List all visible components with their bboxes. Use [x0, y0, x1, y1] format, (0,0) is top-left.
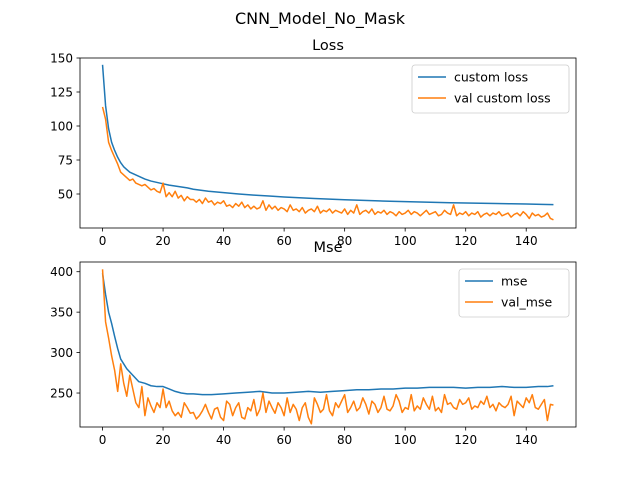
- mse-x-tick-label: 140: [515, 433, 538, 447]
- loss-y-tick-label: 50: [58, 187, 73, 201]
- loss-series-val-line: [101, 106, 554, 221]
- mse-y-tick-label: 300: [50, 346, 73, 360]
- loss-y-tick-label: 100: [50, 119, 73, 133]
- mse-y-tick-label: 250: [50, 386, 73, 400]
- loss-panel: Loss 0 20 40 60 80 100 120 140 50 75 100 125 150 custo…: [50, 38, 577, 248]
- loss-x-tick-label: 20: [155, 234, 170, 248]
- mse-x-tick-label: 100: [394, 433, 417, 447]
- loss-x-tick-label: 100: [394, 234, 417, 248]
- mse-x-tick-label: 120: [454, 433, 477, 447]
- mse-series-train-line: [101, 273, 554, 396]
- loss-axes-frame: [79, 57, 577, 229]
- mse-x-tick-label: 80: [337, 433, 352, 447]
- figure-suptitle: CNN_Model_No_Mask: [235, 9, 406, 29]
- mse-panel: Mse 0 20 40 60 80 100 120 140 250 300 350 400 mse val_…: [50, 240, 577, 447]
- loss-x-tick-label: 140: [515, 234, 538, 248]
- mse-legend: mse val_mse: [458, 268, 570, 318]
- mse-legend-label: mse: [501, 274, 528, 289]
- mse-x-tick-label: 60: [276, 433, 291, 447]
- loss-legend: custom loss val custom loss: [411, 64, 570, 114]
- mse-series-val-line: [101, 269, 554, 425]
- loss-y-tick-label: 75: [58, 153, 73, 167]
- loss-x-tick-label: 40: [216, 234, 231, 248]
- loss-title: Loss: [312, 38, 344, 54]
- mse-x-tick-label: 40: [216, 433, 231, 447]
- loss-series-train-line: [101, 64, 554, 206]
- mse-x-tick-label: 0: [99, 433, 107, 447]
- loss-x-tick-label: 120: [454, 234, 477, 248]
- mse-x-tick-label: 20: [155, 433, 170, 447]
- loss-x-tick-label: 0: [99, 234, 107, 248]
- mse-axes-frame: [79, 261, 577, 428]
- mse-title: Mse: [314, 240, 343, 256]
- loss-legend-label: custom loss: [454, 70, 528, 85]
- loss-x-tick-label: 60: [276, 234, 291, 248]
- mse-y-tick-label: 350: [50, 305, 73, 319]
- loss-legend-label: val custom loss: [454, 91, 551, 106]
- loss-x-tick-label: 80: [337, 234, 352, 248]
- loss-legend-box: [411, 64, 570, 114]
- loss-y-tick-label: 125: [50, 85, 73, 99]
- mse-y-tick-label: 400: [50, 265, 73, 279]
- loss-y-tick-label: 150: [50, 51, 73, 65]
- mse-legend-label: val_mse: [501, 295, 552, 310]
